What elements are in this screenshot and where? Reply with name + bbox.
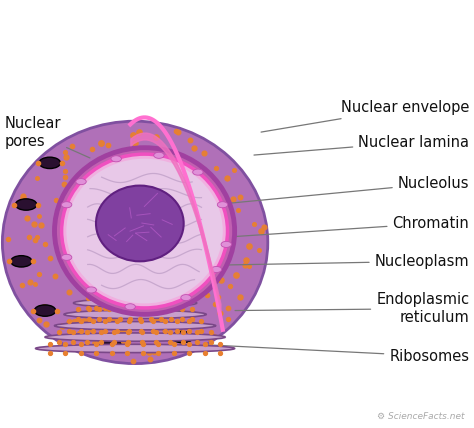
- Ellipse shape: [73, 299, 197, 307]
- Ellipse shape: [62, 202, 72, 208]
- Text: Ribosomes: Ribosomes: [207, 345, 469, 363]
- Ellipse shape: [64, 310, 206, 318]
- Ellipse shape: [36, 344, 235, 353]
- Text: Nuclear envelope: Nuclear envelope: [261, 101, 469, 132]
- Ellipse shape: [39, 157, 60, 169]
- Ellipse shape: [45, 333, 225, 341]
- Ellipse shape: [211, 267, 222, 273]
- Text: Nuclear lamina: Nuclear lamina: [254, 134, 469, 155]
- Text: Nucleoplasm: Nucleoplasm: [221, 254, 469, 269]
- Text: Endoplasmic
reticulum: Endoplasmic reticulum: [235, 292, 469, 325]
- Ellipse shape: [62, 154, 228, 308]
- Ellipse shape: [181, 294, 191, 300]
- Ellipse shape: [100, 335, 122, 347]
- Text: Nucleolus: Nucleolus: [219, 176, 469, 204]
- Ellipse shape: [66, 159, 223, 303]
- Text: Nuclear
pores: Nuclear pores: [5, 116, 90, 158]
- Ellipse shape: [96, 186, 183, 262]
- Ellipse shape: [34, 305, 56, 316]
- Ellipse shape: [111, 156, 121, 162]
- Text: Nucleus: Nucleus: [156, 8, 318, 42]
- Ellipse shape: [125, 304, 136, 310]
- Ellipse shape: [154, 152, 164, 158]
- Ellipse shape: [55, 148, 235, 314]
- Text: ⚙ ScienceFacts.net: ⚙ ScienceFacts.net: [377, 411, 465, 420]
- Ellipse shape: [55, 321, 216, 330]
- Ellipse shape: [2, 121, 268, 364]
- Ellipse shape: [172, 331, 193, 343]
- Ellipse shape: [62, 254, 72, 260]
- Ellipse shape: [217, 202, 228, 208]
- Ellipse shape: [10, 256, 32, 267]
- Ellipse shape: [15, 199, 36, 210]
- Ellipse shape: [76, 178, 86, 184]
- Ellipse shape: [86, 287, 97, 293]
- Ellipse shape: [221, 241, 231, 247]
- Ellipse shape: [192, 169, 203, 175]
- Text: Chromatin: Chromatin: [207, 216, 469, 238]
